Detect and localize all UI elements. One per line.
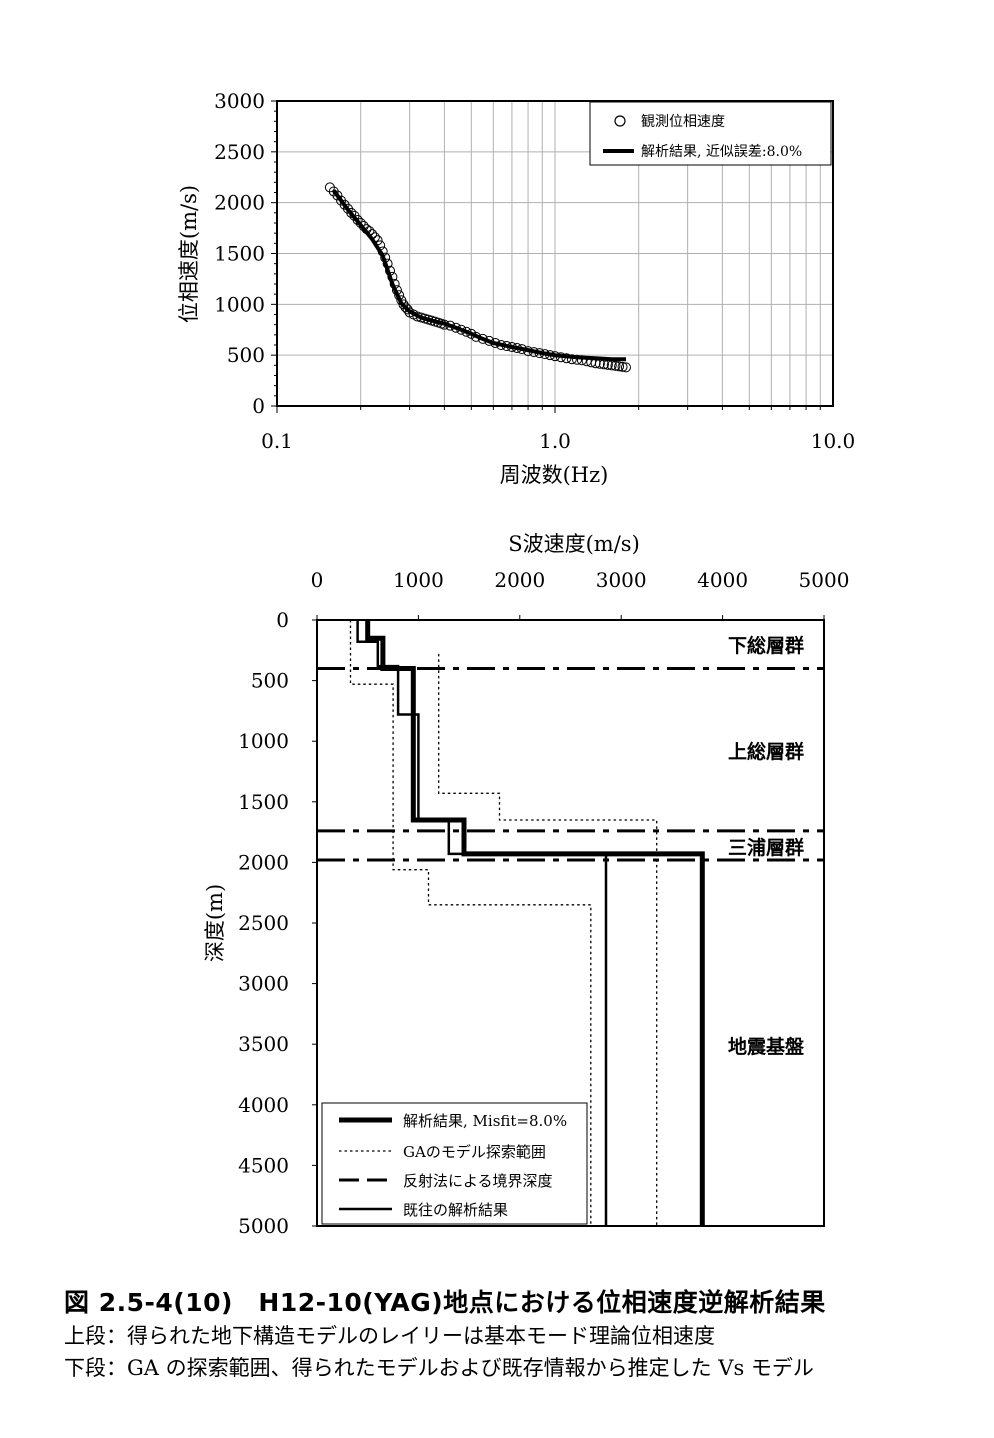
- vs-y-tick-label: 500: [251, 669, 289, 693]
- vs-plot-frame: [316, 619, 825, 1227]
- vs-y-tick-label: 3500: [238, 1032, 289, 1056]
- vs-y-axis-title: 深度(m): [203, 884, 227, 962]
- fit-line: [332, 189, 626, 362]
- vs-y-tick-label: 3000: [238, 972, 289, 996]
- vs-y-tick-label: 0: [276, 608, 289, 632]
- observed-point: [610, 360, 621, 371]
- legend-open-circle-marker: [614, 115, 626, 127]
- y-tick-label: 500: [227, 343, 265, 367]
- vs-x-tick-label: 4000: [697, 568, 748, 592]
- caption-line-upper: 上段：得られた地下構造モデルのレイリーは基本モード理論位相速度: [64, 1324, 715, 1348]
- fit-series: [332, 189, 626, 362]
- vs-y-tick-label: 2500: [238, 911, 289, 935]
- formation-label-miura: 三浦層群: [728, 836, 804, 859]
- legend-observed-label: 観測位相速度: [641, 113, 725, 130]
- y-tick-label: 3000: [214, 89, 265, 113]
- observed-point: [352, 214, 363, 225]
- observed-point: [617, 361, 628, 372]
- vs-x-tick-label: 5000: [799, 568, 850, 592]
- dispersion-legend-box: [589, 101, 832, 166]
- dispersion-tick-labels: 0 500 1000 1500 2000 2500 3000 0.1 1.0 10.0: [214, 89, 855, 453]
- vs-y-tick-label: 1500: [238, 790, 289, 814]
- dispersion-x-axis-title: 周波数(Hz): [500, 463, 609, 487]
- caption-title: 図 2.5-4(10) H12-10(YAG)地点における位相速度逆解析結果: [64, 1288, 826, 1317]
- y-tick-label: 1500: [214, 242, 265, 266]
- dispersion-y-axis-title: 位相速度(m/s): [177, 185, 201, 323]
- vs-y-tick-label: 1000: [238, 729, 289, 753]
- y-tick-label: 2500: [214, 140, 265, 164]
- y-tick-label: 1000: [214, 292, 265, 316]
- y-tick-label: 2000: [214, 191, 265, 215]
- observed-point: [402, 304, 413, 315]
- result-line: [365, 620, 705, 1226]
- search-range-line: [438, 653, 658, 1226]
- vs-tick-labels: 0 1000 2000 3000 4000 5000 0 500 1000 1500 2000 250…: [238, 568, 849, 1238]
- vs-x-tick-label: 2000: [494, 568, 545, 592]
- vs-profile-chart: S波速度(m/s) 0 1000 2000 3000 4000 5000 0 500 1000 1…: [203, 532, 849, 1238]
- vs-y-tick-label: 4500: [238, 1153, 289, 1177]
- vs-y-tick-label: 2000: [238, 850, 289, 874]
- figure-caption: 図 2.5-4(10) H12-10(YAG)地点における位相速度逆解析結果 上…: [64, 1286, 984, 1384]
- x-tick-label: 0.1: [261, 429, 293, 453]
- x-tick-label: 1.0: [539, 429, 571, 453]
- legend-fit-label: 解析結果, 近似誤差:8.0%: [641, 144, 802, 160]
- legend-label-reflection: 反射法による境界深度: [403, 1172, 553, 1190]
- observed-point: [620, 362, 631, 373]
- y-tick-label: 0: [252, 394, 265, 418]
- observed-point: [614, 361, 625, 372]
- formation-label-basement: 地震基盤: [728, 1035, 805, 1058]
- search-range-line: [349, 620, 592, 1226]
- vs-series: [349, 620, 705, 1226]
- vs-legend-box: [321, 1102, 588, 1225]
- legend-label-result: 解析結果, Misfit=8.0%: [403, 1112, 567, 1130]
- boundary-lines: [317, 666, 824, 862]
- formation-label-kazusa: 上総層群: [728, 740, 804, 763]
- caption-line-lower: 下段：GA の探索範囲、得られたモデルおよび既存情報から推定した Vs モデル: [64, 1356, 814, 1380]
- vs-y-tick-label: 4000: [238, 1093, 289, 1117]
- vs-chart-title: S波速度(m/s): [508, 532, 640, 556]
- dispersion-plot-frame: [276, 100, 834, 407]
- vs-x-tick-label: 0: [311, 568, 324, 592]
- legend-label-previous: 既往の解析結果: [403, 1201, 508, 1219]
- vs-x-tick-label: 3000: [596, 568, 647, 592]
- dispersion-legend: 観測位相速度 解析結果, 近似誤差:8.0%: [589, 101, 832, 166]
- observed-point: [332, 190, 343, 201]
- vs-x-tick-label: 1000: [393, 568, 444, 592]
- x-tick-label: 10.0: [811, 429, 856, 453]
- dispersion-chart: 0 500 1000 1500 2000 2500 3000 0.1 1.0 10.0 周波数(H…: [177, 89, 855, 487]
- vs-legend: 解析結果, Misfit=8.0% GAのモデル探索範囲 反射法による境界深度 …: [321, 1102, 588, 1225]
- observed-point: [346, 207, 357, 218]
- observed-series: [324, 182, 631, 373]
- vs-y-tick-label: 5000: [238, 1214, 289, 1238]
- legend-label-search-range: GAのモデル探索範囲: [403, 1143, 546, 1161]
- formation-label-shimousa: 下総層群: [728, 634, 804, 657]
